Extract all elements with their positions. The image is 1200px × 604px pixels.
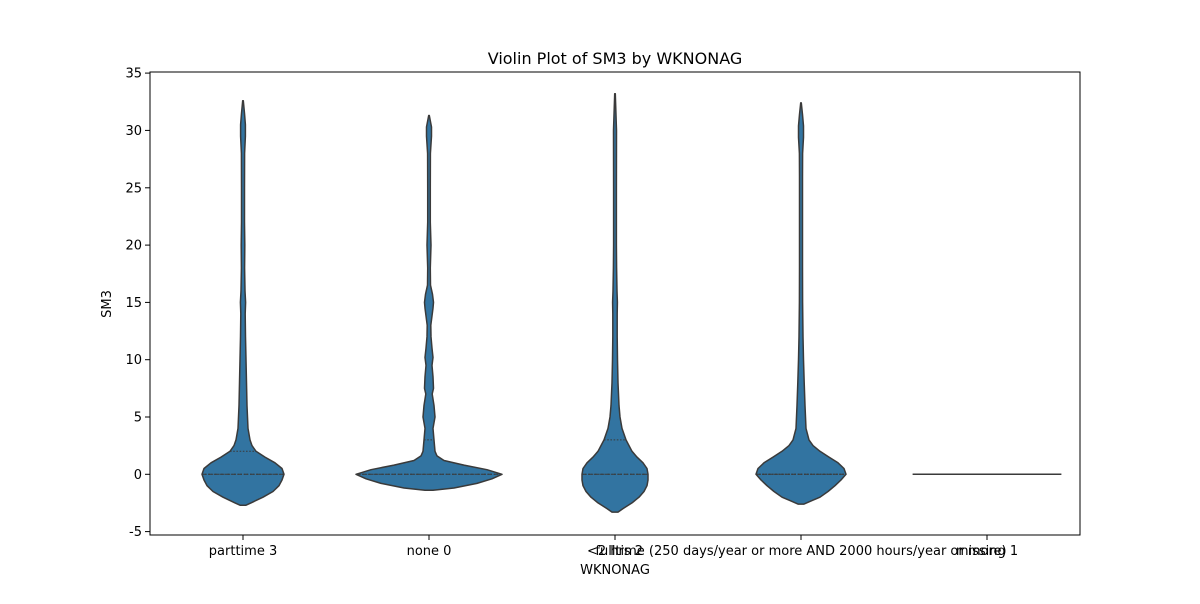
- y-axis-label: SM3: [100, 290, 115, 318]
- y-tick-label: 0: [134, 468, 142, 483]
- violin-group: [201, 99, 285, 506]
- y-tick-label: 20: [125, 239, 142, 254]
- x-tick-label: missing 1: [956, 544, 1018, 559]
- x-tick-label: <2 hrs 2: [587, 544, 643, 559]
- y-tick-label: 10: [125, 353, 142, 368]
- y-tick-label: 5: [134, 411, 142, 426]
- x-axis-label: WKNONAG: [580, 563, 650, 578]
- x-tick-label: fulltime (250 days/year or more AND 2000…: [595, 544, 1006, 559]
- violin-body: [355, 114, 503, 492]
- violin-group: [581, 93, 649, 513]
- violin-group: [355, 114, 503, 492]
- y-tick-label: -5: [129, 525, 142, 540]
- y-tick-label: 30: [125, 124, 142, 139]
- violin-body: [755, 102, 847, 505]
- x-tick-label: none 0: [407, 544, 452, 559]
- chart-title: Violin Plot of SM3 by WKNONAG: [488, 49, 743, 68]
- y-tick-label: 15: [125, 296, 142, 311]
- x-tick-label: parttime 3: [209, 544, 277, 559]
- y-tick-label: 25: [125, 181, 142, 196]
- violin-body: [581, 93, 649, 513]
- violin-group: [755, 102, 847, 505]
- y-tick-label: 35: [125, 67, 142, 82]
